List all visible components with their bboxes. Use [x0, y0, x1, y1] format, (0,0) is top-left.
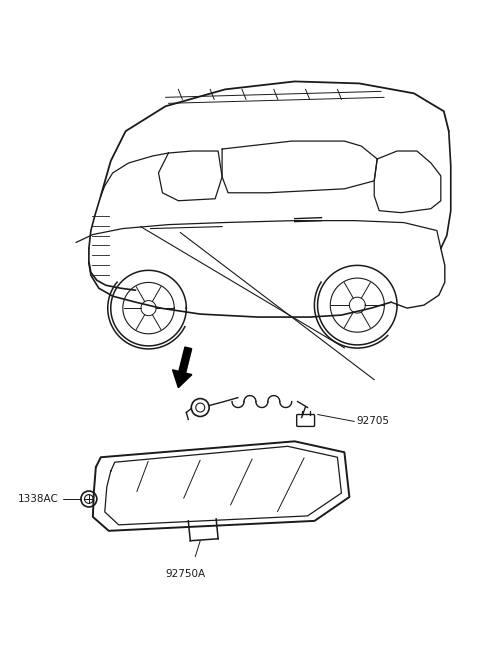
Text: 1338AC: 1338AC — [18, 494, 59, 504]
Text: 92705: 92705 — [356, 417, 389, 426]
Text: 92750A: 92750A — [165, 569, 205, 578]
FancyArrow shape — [173, 347, 192, 388]
Polygon shape — [93, 441, 349, 531]
